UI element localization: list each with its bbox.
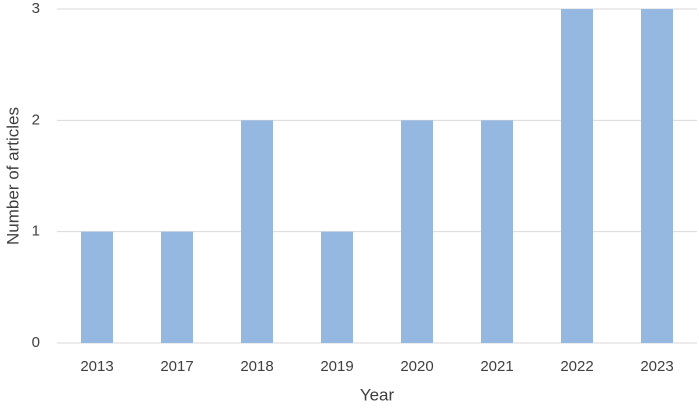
y-tick-label: 3 [32,0,40,17]
bar [401,120,433,343]
x-tick-label: 2021 [480,358,513,375]
bar [561,9,593,343]
x-axis-title: Year [360,385,395,404]
y-tick-label: 0 [32,334,40,351]
bar [241,120,273,343]
x-tick-label: 2018 [240,358,273,375]
bar [641,9,673,343]
bar [321,231,353,343]
bar [161,231,193,343]
y-axis-title: Number of articles [3,107,22,245]
bar [81,231,113,343]
x-tick-label: 2019 [320,358,353,375]
x-tick-label: 2013 [80,358,113,375]
x-tick-label: 2020 [400,358,433,375]
x-tick-label: 2023 [640,358,673,375]
y-tick-label: 1 [32,223,40,240]
x-tick-label: 2022 [560,358,593,375]
bar [481,120,513,343]
x-tick-label: 2017 [160,358,193,375]
y-tick-label: 2 [32,111,40,128]
